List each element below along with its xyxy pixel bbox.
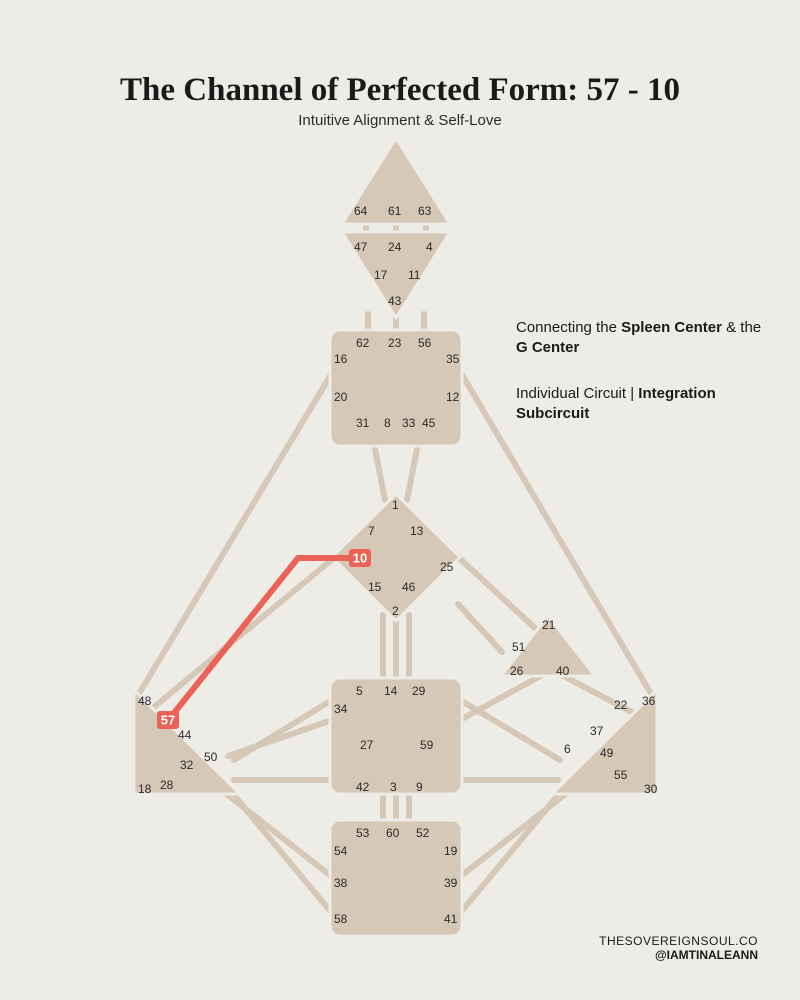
gate-17: 17 xyxy=(374,268,388,282)
gate-55: 55 xyxy=(614,768,628,782)
gate-37: 37 xyxy=(590,724,604,738)
gate-7: 7 xyxy=(368,524,375,538)
gate-45: 45 xyxy=(422,416,436,430)
gate-23: 23 xyxy=(388,336,402,350)
annotation-text: Individual Circuit | Integration Subcirc… xyxy=(516,384,776,424)
channel xyxy=(228,720,332,756)
gate-1: 1 xyxy=(392,498,399,512)
gate-38: 38 xyxy=(334,876,348,890)
gate-19: 19 xyxy=(444,844,458,858)
gate-6: 6 xyxy=(564,742,571,756)
gate-8: 8 xyxy=(384,416,391,430)
gate-29: 29 xyxy=(412,684,426,698)
gate-31: 31 xyxy=(356,416,370,430)
gate-36: 36 xyxy=(642,694,656,708)
gate-61: 61 xyxy=(388,204,402,218)
gate-49: 49 xyxy=(600,746,614,760)
gate-2: 2 xyxy=(392,604,399,618)
gate-30: 30 xyxy=(644,782,658,796)
gate-15: 15 xyxy=(368,580,382,594)
gate-46: 46 xyxy=(402,580,416,594)
footer-credit: THESOVEREIGNSOUL.CO @IAMTINALEANN xyxy=(599,934,758,962)
channel xyxy=(460,700,560,760)
channel xyxy=(456,792,568,880)
gate-9: 9 xyxy=(416,780,423,794)
gate-28: 28 xyxy=(160,778,174,792)
channel xyxy=(556,672,643,718)
gate-59: 59 xyxy=(420,738,434,752)
gate-53: 53 xyxy=(356,826,370,840)
gate-24: 24 xyxy=(388,240,402,254)
gate-11: 11 xyxy=(408,268,421,282)
gate-3: 3 xyxy=(390,780,397,794)
gate-64: 64 xyxy=(354,204,368,218)
gate-27: 27 xyxy=(360,738,374,752)
gate-40: 40 xyxy=(556,664,570,678)
gate-44: 44 xyxy=(178,728,192,742)
gate-63: 63 xyxy=(418,204,432,218)
gate-41: 41 xyxy=(444,912,458,926)
gate-47: 47 xyxy=(354,240,368,254)
gate-4: 4 xyxy=(426,240,433,254)
gate-5: 5 xyxy=(356,684,363,698)
channel xyxy=(458,557,548,640)
gate-35: 35 xyxy=(446,352,460,366)
gate-48: 48 xyxy=(138,694,152,708)
gate-33: 33 xyxy=(402,416,416,430)
channel xyxy=(458,604,502,652)
gate-14: 14 xyxy=(384,684,398,698)
gate-51: 51 xyxy=(512,640,526,654)
gate-16: 16 xyxy=(334,352,348,366)
footer-handle: @IAMTINALEANN xyxy=(599,948,758,962)
gate-39: 39 xyxy=(444,876,458,890)
gate-13: 13 xyxy=(410,524,424,538)
gate-18: 18 xyxy=(138,782,152,796)
channel xyxy=(374,444,385,500)
channel xyxy=(140,368,335,692)
bodygraph-diagram: 6461634724417114362235616352012318334517… xyxy=(0,0,800,1000)
channel xyxy=(224,792,336,880)
gate-62: 62 xyxy=(356,336,370,350)
annotation-text: Connecting the Spleen Center & the G Cen… xyxy=(516,318,766,358)
footer-url: THESOVEREIGNSOUL.CO xyxy=(599,934,758,948)
gate-32: 32 xyxy=(180,758,194,772)
gate-58: 58 xyxy=(334,912,348,926)
gate-25: 25 xyxy=(440,560,454,574)
gate-hl-57: 57 xyxy=(161,712,175,727)
gate-43: 43 xyxy=(388,294,402,308)
gate-12: 12 xyxy=(446,390,460,404)
gate-22: 22 xyxy=(614,698,628,712)
gate-26: 26 xyxy=(510,664,524,678)
gate-hl-10: 10 xyxy=(353,550,367,565)
channel xyxy=(407,444,418,500)
gate-42: 42 xyxy=(356,780,370,794)
gate-34: 34 xyxy=(334,702,348,716)
gate-60: 60 xyxy=(386,826,400,840)
gate-20: 20 xyxy=(334,390,348,404)
gate-56: 56 xyxy=(418,336,432,350)
gate-54: 54 xyxy=(334,844,348,858)
gate-50: 50 xyxy=(204,750,218,764)
gate-21: 21 xyxy=(542,618,556,632)
gate-52: 52 xyxy=(416,826,430,840)
